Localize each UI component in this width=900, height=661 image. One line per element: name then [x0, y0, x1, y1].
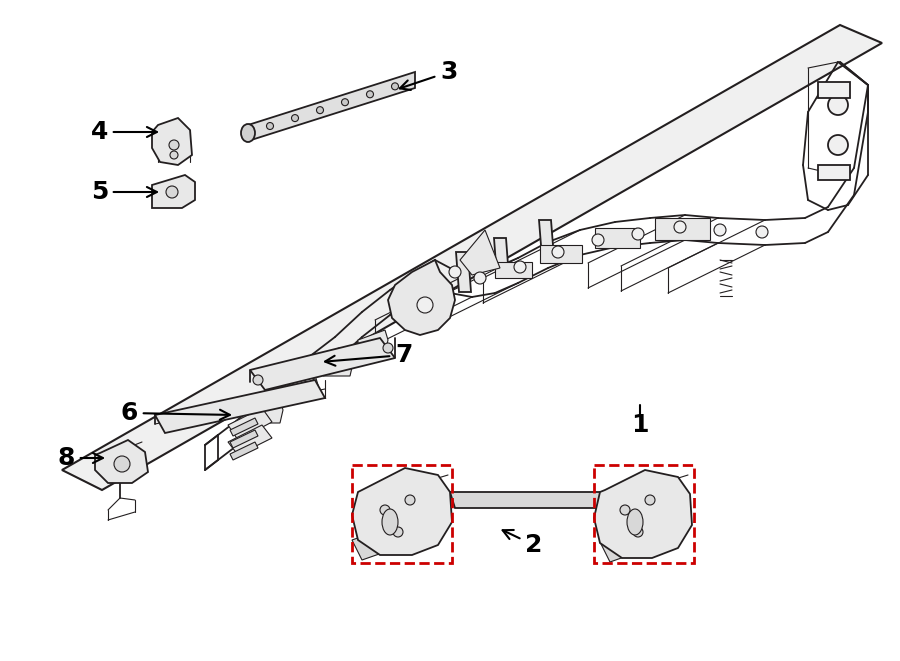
- Circle shape: [714, 224, 726, 236]
- Text: 2: 2: [502, 530, 543, 557]
- Bar: [594, 465, 694, 563]
- Polygon shape: [95, 440, 148, 483]
- Circle shape: [383, 343, 393, 353]
- Circle shape: [114, 456, 130, 472]
- Text: 5: 5: [91, 180, 157, 204]
- Circle shape: [417, 297, 433, 313]
- Polygon shape: [352, 468, 452, 555]
- Ellipse shape: [382, 509, 398, 535]
- Polygon shape: [155, 380, 325, 433]
- Polygon shape: [152, 175, 195, 208]
- Polygon shape: [248, 72, 415, 141]
- Circle shape: [756, 226, 768, 238]
- Circle shape: [645, 495, 655, 505]
- Polygon shape: [494, 238, 509, 278]
- Circle shape: [620, 505, 630, 515]
- Circle shape: [514, 261, 526, 273]
- Polygon shape: [152, 118, 192, 165]
- Polygon shape: [352, 518, 425, 560]
- Circle shape: [828, 95, 848, 115]
- Text: 8: 8: [58, 446, 103, 470]
- Circle shape: [632, 228, 644, 240]
- Circle shape: [592, 234, 604, 246]
- Circle shape: [265, 393, 279, 407]
- Text: 6: 6: [121, 401, 230, 425]
- Polygon shape: [388, 260, 455, 335]
- Bar: [352, 465, 452, 563]
- Polygon shape: [358, 330, 388, 353]
- Polygon shape: [323, 353, 353, 376]
- Circle shape: [341, 98, 348, 106]
- Circle shape: [392, 83, 399, 90]
- Polygon shape: [250, 338, 395, 390]
- Circle shape: [674, 221, 686, 233]
- Polygon shape: [230, 442, 258, 460]
- Polygon shape: [655, 218, 710, 240]
- Circle shape: [333, 348, 347, 362]
- Polygon shape: [460, 230, 500, 275]
- Circle shape: [266, 122, 274, 130]
- Ellipse shape: [627, 509, 643, 535]
- Polygon shape: [228, 408, 272, 440]
- Circle shape: [405, 495, 415, 505]
- Polygon shape: [540, 245, 582, 263]
- Circle shape: [301, 368, 315, 382]
- Polygon shape: [595, 228, 640, 248]
- Circle shape: [380, 505, 390, 515]
- Circle shape: [170, 151, 178, 159]
- Polygon shape: [594, 470, 692, 558]
- Polygon shape: [495, 262, 532, 278]
- Polygon shape: [450, 492, 610, 508]
- Text: 4: 4: [91, 120, 157, 144]
- Text: 3: 3: [400, 60, 457, 90]
- Circle shape: [166, 186, 178, 198]
- Polygon shape: [818, 82, 850, 98]
- Circle shape: [449, 266, 461, 278]
- Polygon shape: [228, 425, 272, 455]
- Polygon shape: [230, 430, 258, 448]
- Circle shape: [393, 527, 403, 537]
- Text: 1: 1: [631, 413, 649, 437]
- Circle shape: [169, 140, 179, 150]
- Polygon shape: [456, 252, 471, 292]
- Circle shape: [552, 246, 564, 258]
- Polygon shape: [62, 25, 882, 490]
- Polygon shape: [288, 375, 318, 398]
- Circle shape: [633, 527, 643, 537]
- Circle shape: [366, 91, 373, 98]
- Text: 7: 7: [325, 343, 412, 367]
- Circle shape: [828, 135, 848, 155]
- Ellipse shape: [241, 124, 255, 142]
- Polygon shape: [253, 400, 283, 423]
- Circle shape: [474, 272, 486, 284]
- Polygon shape: [539, 220, 554, 258]
- Circle shape: [253, 375, 263, 385]
- Circle shape: [292, 114, 299, 122]
- Polygon shape: [600, 520, 672, 562]
- Polygon shape: [818, 165, 850, 180]
- Polygon shape: [230, 418, 258, 436]
- Circle shape: [317, 106, 323, 114]
